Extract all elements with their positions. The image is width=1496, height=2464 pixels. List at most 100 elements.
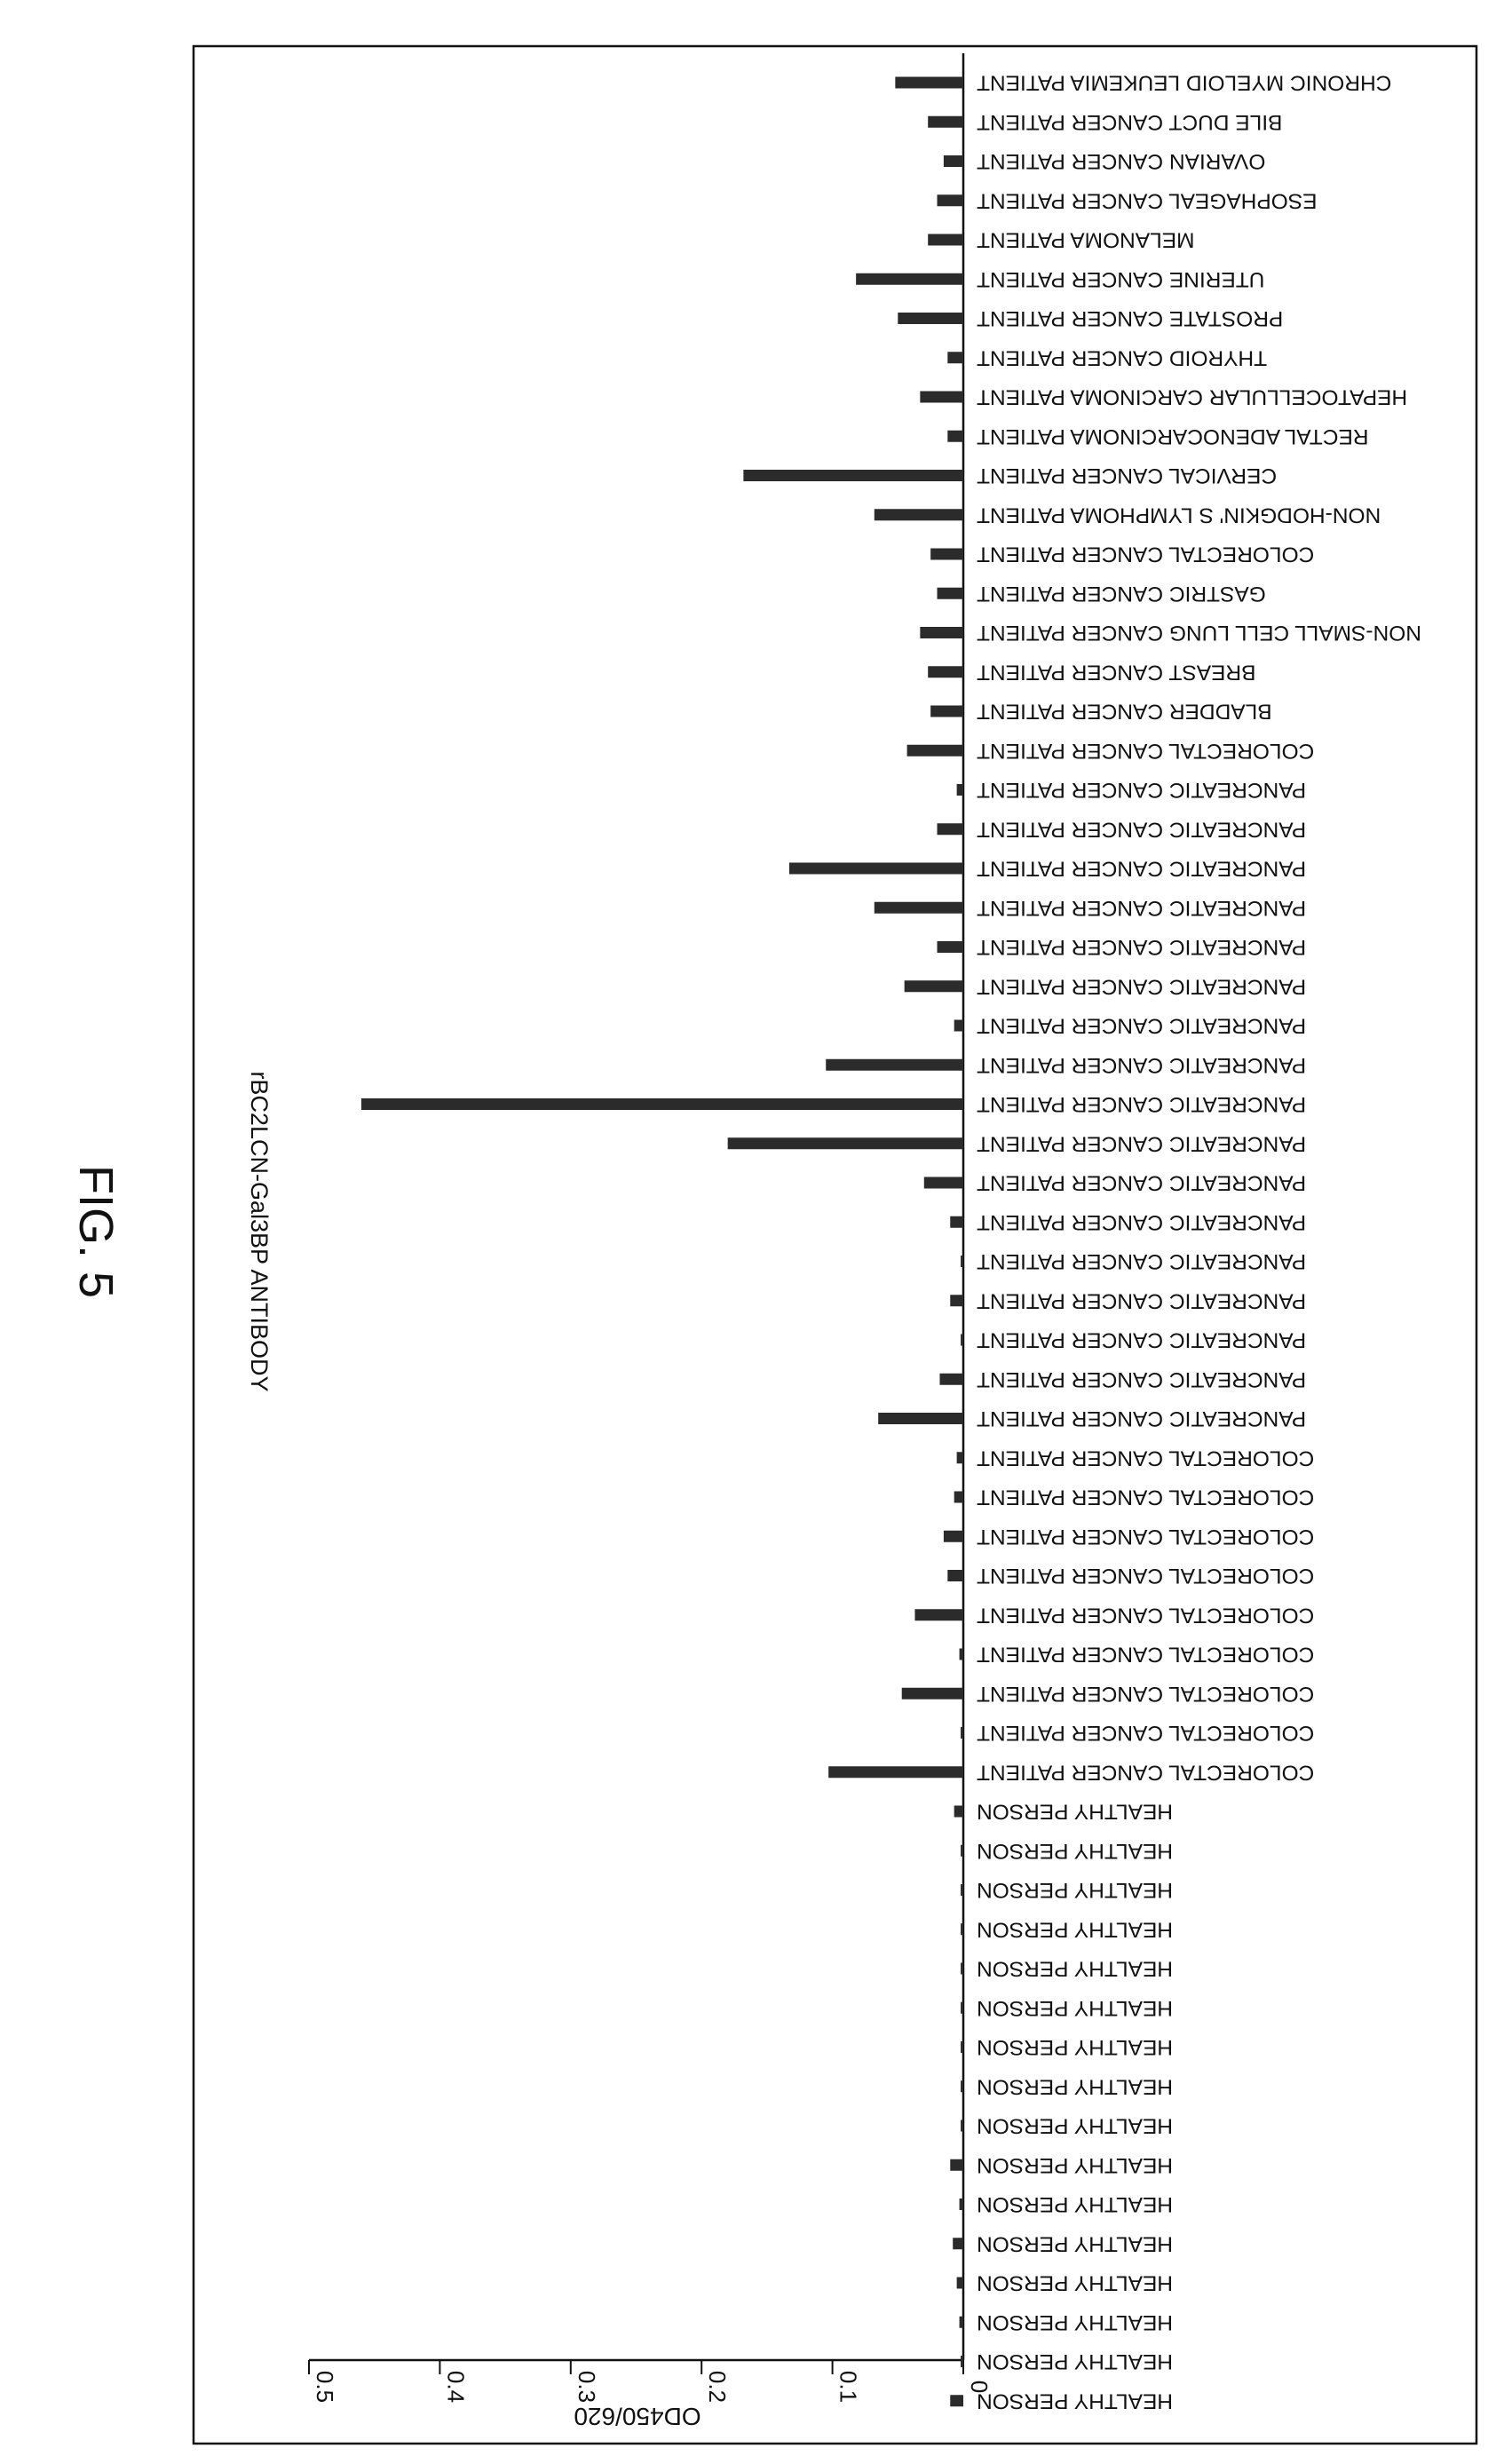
- bar: [930, 705, 963, 717]
- bar: [937, 194, 963, 207]
- bar: [954, 1491, 963, 1503]
- category-label: COLORECTAL CANCER PATIENT: [977, 739, 1314, 763]
- bar: [904, 980, 963, 993]
- category-label: HEALTHY PERSON: [977, 2114, 1173, 2138]
- bar: [898, 313, 963, 324]
- bar: [920, 391, 963, 403]
- bar: [961, 1256, 963, 1267]
- category-label: PANCREATIC CANCER PATIENT: [977, 896, 1306, 920]
- bar: [947, 352, 963, 364]
- chart-title: rBC2LCN-Gal3BP ANTIBODY: [246, 1071, 273, 1391]
- bar: [959, 1648, 963, 1660]
- category-label: COLORECTAL CANCER PATIENT: [977, 543, 1314, 566]
- bar: [937, 941, 963, 953]
- bars: [360, 76, 964, 2407]
- category-label: BILE DUCT CANCER PATIENT: [977, 110, 1282, 134]
- bar: [961, 1884, 963, 1896]
- bar: [878, 1413, 963, 1424]
- bar: [961, 1962, 963, 1975]
- category-label: COLORECTAL CANCER PATIENT: [977, 1682, 1314, 1706]
- category-label: NON-SMALL CELL LUNG CANCER PATIENT: [977, 621, 1421, 645]
- category-label: PANCREATIC CANCER PATIENT: [977, 1328, 1306, 1352]
- bar: [939, 1373, 963, 1385]
- figure-title: FIG. 5: [69, 1165, 123, 1298]
- category-label: COLORECTAL CANCER PATIENT: [977, 1525, 1314, 1549]
- category-label: GASTRIC CANCER PATIENT: [977, 582, 1266, 606]
- bar: [943, 155, 963, 167]
- category-label: PANCREATIC CANCER PATIENT: [977, 1053, 1306, 1077]
- category-labels: HEALTHY PERSON HEALTHY PERSON HEALTHY PERS…: [977, 71, 1421, 2413]
- bar: [895, 76, 963, 89]
- category-label: OVARIAN CANCER PATIENT: [977, 149, 1265, 173]
- bar: [928, 115, 963, 128]
- category-label: HEPATOCELLULAR CARCINOMA PATIENT: [977, 385, 1407, 409]
- bar: [950, 2395, 963, 2407]
- category-label: UTERINE CANCER PATIENT: [977, 267, 1264, 291]
- category-label: PANCREATIC CANCER PATIENT: [977, 1210, 1306, 1234]
- bar: [937, 587, 963, 599]
- bar: [943, 1530, 963, 1542]
- chart-frame: [192, 44, 1478, 2445]
- category-label: HEALTHY PERSON: [977, 2231, 1173, 2255]
- category-label: PANCREATIC CANCER PATIENT: [977, 1092, 1306, 1116]
- category-label: HEALTHY PERSON: [977, 2035, 1173, 2059]
- bar: [956, 1452, 963, 1464]
- bar: [856, 273, 963, 285]
- bar: [956, 2277, 963, 2289]
- value-axis-tick-label: 0.2: [704, 2371, 731, 2403]
- bar: [727, 1137, 963, 1150]
- bar: [826, 1058, 963, 1071]
- value-axis-tick-label: 0.1: [835, 2371, 862, 2403]
- category-label: RECTAL ADENOCARCINOMA PATIENT: [977, 424, 1369, 448]
- category-label: PANCREATIC CANCER PATIENT: [977, 1367, 1306, 1391]
- category-label: PROSTATE CANCER PATIENT: [977, 306, 1283, 330]
- bar: [930, 548, 963, 560]
- category-label: COLORECTAL CANCER PATIENT: [977, 1760, 1314, 1784]
- bar: [937, 823, 963, 836]
- bar: [961, 2119, 963, 2132]
- category-label: COLORECTAL CANCER PATIENT: [977, 1486, 1314, 1509]
- category-label: HEALTHY PERSON: [977, 1996, 1173, 2020]
- bar: [906, 744, 963, 757]
- category-label: HEALTHY PERSON: [977, 1839, 1173, 1863]
- category-label: NON-HODGKIN' S LYMPHOMA PATIENT: [977, 503, 1381, 527]
- bar: [950, 1295, 963, 1307]
- category-label: PANCREATIC CANCER PATIENT: [977, 778, 1306, 802]
- category-label: CERVICAL CANCER PATIENT: [977, 463, 1277, 487]
- bar: [954, 1019, 963, 1032]
- category-label: HEALTHY PERSON: [977, 2389, 1173, 2413]
- bar: [961, 2356, 963, 2367]
- bar: [901, 1687, 963, 1699]
- category-label: HEALTHY PERSON: [977, 1917, 1173, 1941]
- category-label: HEALTHY PERSON: [977, 2192, 1173, 2216]
- category-label: HEALTHY PERSON: [977, 2074, 1173, 2098]
- bar: [953, 2238, 963, 2250]
- bar: [914, 1609, 963, 1621]
- bar: [360, 1098, 964, 1110]
- category-label: PANCREATIC CANCER PATIENT: [977, 1249, 1306, 1273]
- bar: [928, 666, 963, 678]
- category-label: COLORECTAL CANCER PATIENT: [977, 1721, 1314, 1745]
- bar: [959, 2199, 963, 2210]
- bar: [961, 1727, 963, 1739]
- category-label: THYROID CANCER PATIENT: [977, 345, 1267, 369]
- value-axis-ticks: 0 0.1 0.2 0.3 0.4 0.5: [308, 2360, 993, 2403]
- bar: [947, 1570, 963, 1581]
- value-axis-tick-label: 0.5: [312, 2371, 338, 2403]
- category-label: PANCREATIC CANCER PATIENT: [977, 1288, 1306, 1312]
- category-label: HEALTHY PERSON: [977, 2271, 1173, 2295]
- bar: [923, 1177, 963, 1189]
- category-label: HEALTHY PERSON: [977, 2310, 1173, 2334]
- category-label: PANCREATIC CANCER PATIENT: [977, 935, 1306, 959]
- category-label: PANCREATIC CANCER PATIENT: [977, 817, 1306, 841]
- category-label: COLORECTAL CANCER PATIENT: [977, 1446, 1314, 1470]
- category-label: HEALTHY PERSON: [977, 1800, 1173, 1824]
- category-label: CHRONIC MYELOID LEUKEMIA PATIENT: [977, 71, 1391, 95]
- category-label: PANCREATIC CANCER PATIENT: [977, 974, 1306, 998]
- bar: [874, 509, 963, 521]
- bar: [959, 2316, 963, 2328]
- bar: [874, 901, 963, 914]
- value-axis-tick-label: 0: [966, 2381, 993, 2393]
- category-label: HEALTHY PERSON: [977, 1957, 1173, 1981]
- bar: [788, 862, 963, 875]
